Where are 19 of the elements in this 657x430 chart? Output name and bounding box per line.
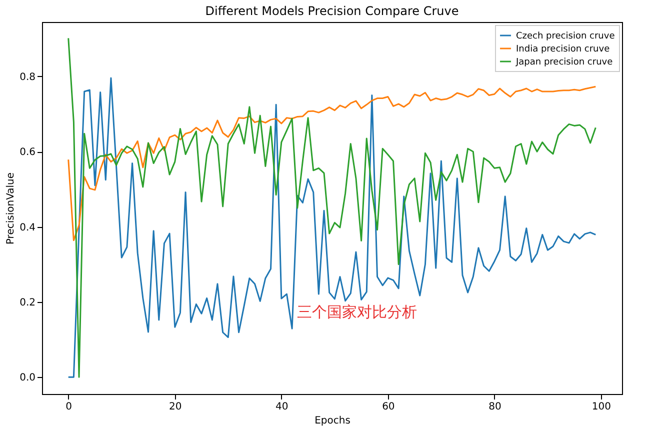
legend-label: India precision cruve bbox=[516, 44, 610, 54]
y-tick-label: 0.6 bbox=[20, 147, 36, 158]
line-series bbox=[68, 86, 596, 242]
y-tick-label: 0.4 bbox=[20, 222, 36, 234]
x-tick-label: 60 bbox=[382, 402, 395, 412]
x-tick-label: 80 bbox=[488, 402, 502, 412]
y-axis-title: PrecisionValue bbox=[6, 172, 17, 245]
y-tick-label: 0.8 bbox=[20, 72, 36, 83]
y-tick-label: 0.0 bbox=[20, 372, 36, 384]
x-tick-label: 100 bbox=[592, 402, 612, 412]
legend-label: Japan precision cruve bbox=[515, 58, 614, 68]
x-tick-label: 40 bbox=[276, 402, 288, 412]
y-tick-label: 0.2 bbox=[20, 297, 36, 308]
legend-label: Czech precision cruve bbox=[516, 32, 616, 42]
x-tick-label: 0 bbox=[66, 402, 72, 412]
x-axis-title: Epochs bbox=[314, 416, 350, 426]
chart-title: Different Models Precision Compare Cruve bbox=[205, 4, 459, 18]
x-tick-label: 20 bbox=[169, 402, 182, 412]
annotation: 三个国家对比分析 bbox=[297, 303, 417, 321]
